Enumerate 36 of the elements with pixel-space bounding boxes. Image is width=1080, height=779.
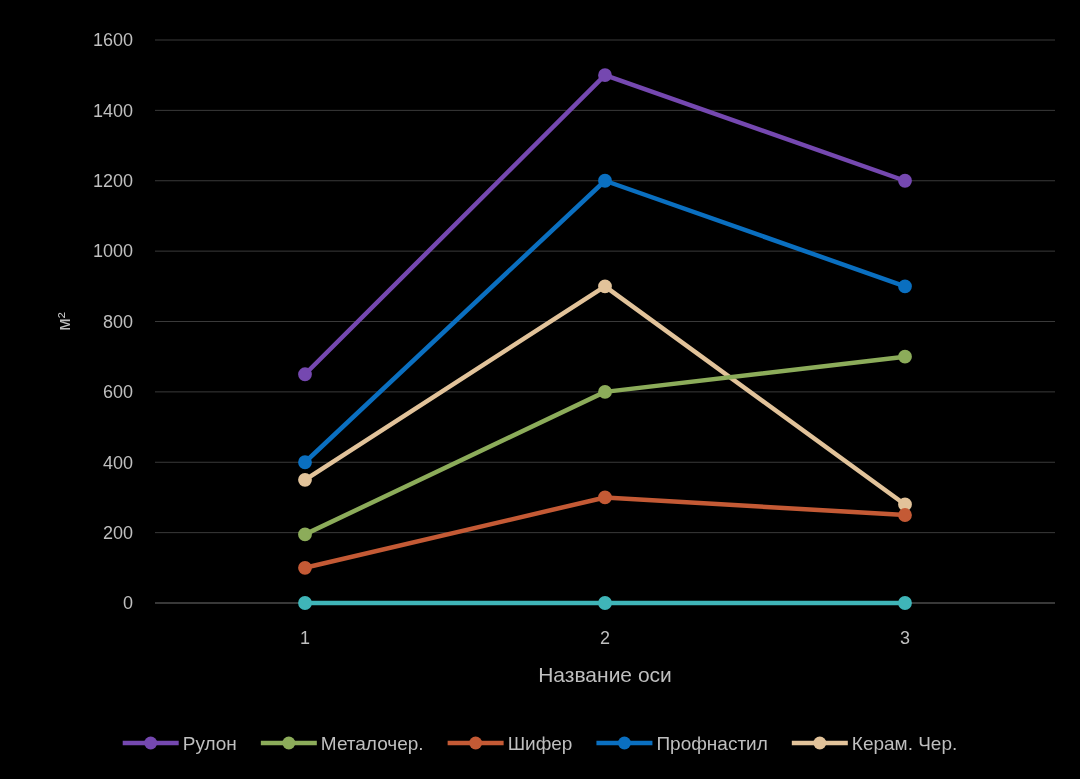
- point: [898, 173, 912, 188]
- legend-label: Профнастил: [656, 733, 768, 754]
- y-tick-label: 800: [102, 311, 133, 332]
- x-tick-label: 1: [299, 627, 311, 648]
- point: [898, 508, 912, 522]
- x-tick-label: 3: [899, 627, 911, 648]
- point: [898, 596, 912, 610]
- point: [898, 279, 912, 294]
- point: [298, 596, 312, 610]
- point: [598, 68, 612, 83]
- y-tick-label: 1400: [92, 100, 133, 121]
- point: [598, 279, 612, 294]
- x-tick-label: 2: [599, 627, 611, 648]
- y-tick-label: 600: [102, 382, 133, 403]
- y-tick-label: 0: [122, 593, 133, 614]
- y-tick-label: 200: [102, 522, 133, 543]
- y-tick-label: 400: [102, 452, 133, 473]
- legend-label: Металочер.: [320, 733, 424, 754]
- legend-label: Шифер: [507, 733, 573, 754]
- point: [298, 472, 312, 487]
- point: [898, 349, 912, 364]
- point: [298, 560, 312, 575]
- point: [598, 173, 612, 188]
- point: [598, 596, 612, 610]
- point: [598, 384, 612, 399]
- legend-label: Рулон: [182, 733, 237, 754]
- y-tick-label: 1200: [92, 171, 133, 192]
- point: [298, 367, 312, 382]
- y-axis-title: м²: [54, 312, 74, 331]
- x-axis-title: Название оси: [538, 663, 672, 686]
- y-tick-label: 1000: [92, 241, 133, 262]
- point: [598, 490, 612, 505]
- y-tick-label: 1600: [92, 30, 133, 51]
- legend-label: Керам. Чер.: [851, 733, 958, 754]
- point: [298, 455, 312, 470]
- point: [298, 527, 312, 542]
